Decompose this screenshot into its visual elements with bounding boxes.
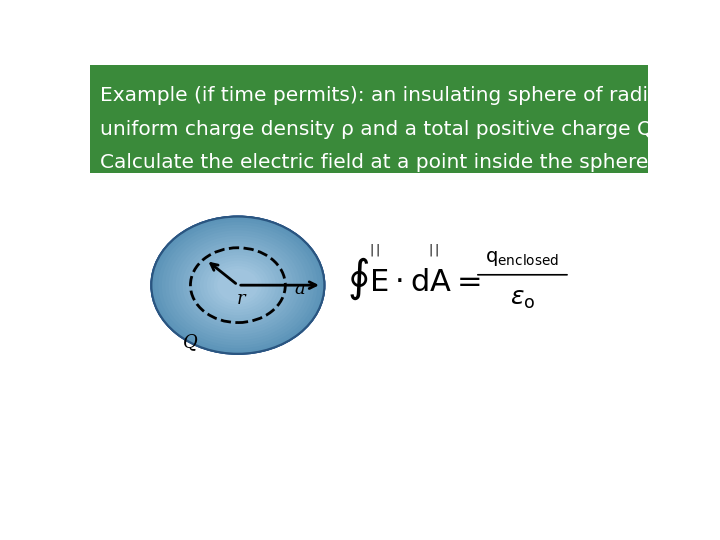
Ellipse shape [200,255,276,315]
Ellipse shape [165,227,310,343]
Ellipse shape [151,217,324,354]
Ellipse shape [189,247,287,323]
Ellipse shape [223,274,252,296]
Ellipse shape [202,256,274,314]
Text: a: a [294,280,305,298]
Ellipse shape [153,218,323,353]
Ellipse shape [177,237,298,333]
Ellipse shape [190,247,285,323]
Ellipse shape [207,260,269,310]
Ellipse shape [210,263,266,307]
Ellipse shape [170,232,305,339]
Text: $\oint \mathrm{E} \cdot \mathrm{dA} =$: $\oint \mathrm{E} \cdot \mathrm{dA} =$ [347,256,480,302]
Text: Calculate the electric field at a point inside the sphere: Calculate the electric field at a point … [100,153,649,172]
Ellipse shape [181,241,294,330]
Ellipse shape [168,230,307,340]
Text: uniform charge density ρ and a total positive charge Q.: uniform charge density ρ and a total pos… [100,120,660,139]
Ellipse shape [200,255,275,315]
Ellipse shape [226,276,249,294]
Ellipse shape [232,281,243,290]
Text: $\mathrm{q_{enclosed}}$: $\mathrm{q_{enclosed}}$ [485,248,559,268]
Ellipse shape [204,259,271,312]
Ellipse shape [222,273,253,298]
Ellipse shape [228,277,248,293]
Ellipse shape [193,249,282,321]
Ellipse shape [155,219,321,351]
Ellipse shape [176,236,300,334]
Ellipse shape [194,251,281,320]
Ellipse shape [164,227,311,343]
Ellipse shape [189,246,287,324]
Ellipse shape [230,280,245,291]
Ellipse shape [173,234,302,336]
Ellipse shape [236,284,239,286]
Ellipse shape [216,268,259,302]
Ellipse shape [179,238,297,332]
Ellipse shape [171,233,304,338]
Text: r: r [236,290,245,308]
Text: $|$: $|$ [433,242,438,258]
Ellipse shape [235,283,240,287]
Ellipse shape [162,225,314,346]
Ellipse shape [197,253,278,317]
Ellipse shape [186,244,289,326]
Ellipse shape [209,262,266,308]
Text: $|$: $|$ [369,242,374,258]
Ellipse shape [199,254,276,316]
Ellipse shape [203,258,272,313]
Text: Q: Q [183,333,198,351]
Ellipse shape [193,249,283,321]
Text: $\varepsilon_{\mathrm{o}}$: $\varepsilon_{\mathrm{o}}$ [510,288,535,311]
Ellipse shape [174,235,301,335]
Text: $|$: $|$ [428,242,433,258]
Ellipse shape [233,282,242,288]
Ellipse shape [187,245,288,325]
Ellipse shape [158,222,317,348]
Ellipse shape [213,266,262,305]
Text: $|$: $|$ [375,242,379,258]
Ellipse shape [217,269,258,301]
Ellipse shape [184,243,291,327]
Ellipse shape [154,219,321,352]
Ellipse shape [220,272,255,299]
Ellipse shape [203,258,272,313]
Ellipse shape [151,217,324,354]
Ellipse shape [210,264,265,307]
Ellipse shape [215,267,261,303]
Ellipse shape [163,226,312,345]
Ellipse shape [158,222,318,348]
Ellipse shape [168,230,307,340]
Ellipse shape [206,260,269,310]
Ellipse shape [179,239,297,332]
Ellipse shape [225,275,251,295]
Ellipse shape [219,271,256,300]
Ellipse shape [161,225,314,346]
Ellipse shape [214,266,262,305]
Ellipse shape [172,233,304,338]
Ellipse shape [156,220,320,350]
Ellipse shape [229,278,246,292]
Ellipse shape [196,252,279,319]
Ellipse shape [197,252,279,318]
Ellipse shape [183,242,292,329]
Ellipse shape [167,229,308,341]
Ellipse shape [192,248,284,322]
Ellipse shape [217,269,258,302]
Ellipse shape [207,261,268,309]
Bar [90,65,648,173]
Ellipse shape [151,217,324,354]
Ellipse shape [176,236,300,335]
Ellipse shape [182,241,293,329]
Ellipse shape [166,228,310,342]
Text: Example (if time permits): an insulating sphere of radius a has a: Example (if time permits): an insulating… [100,86,720,105]
Ellipse shape [186,244,289,326]
Ellipse shape [157,221,318,349]
Ellipse shape [212,265,264,306]
Ellipse shape [160,224,315,347]
Ellipse shape [180,239,295,331]
Ellipse shape [151,217,324,354]
